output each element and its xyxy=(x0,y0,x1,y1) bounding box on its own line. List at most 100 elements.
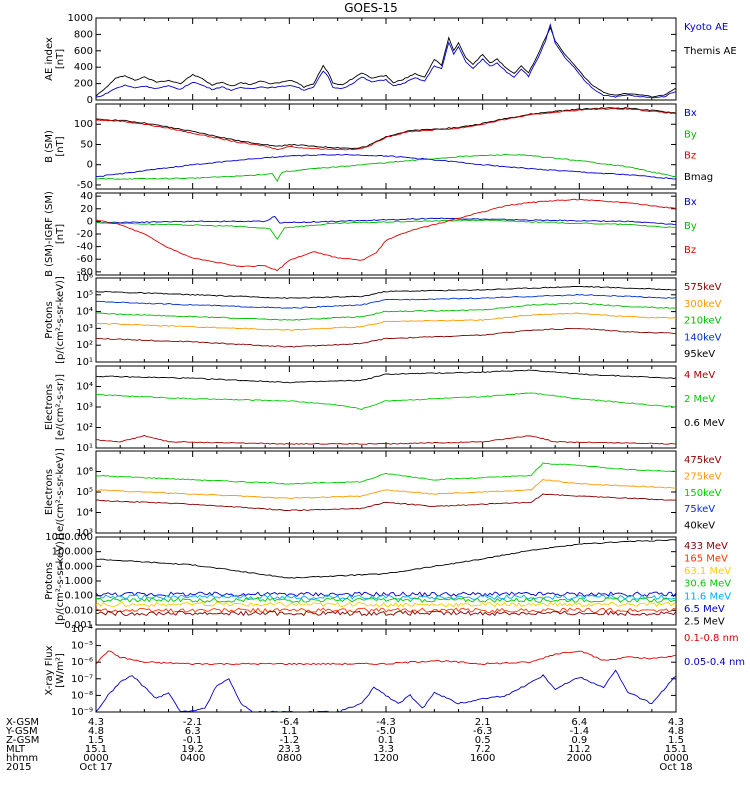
x-row-value: 1600 xyxy=(470,753,495,764)
y-tick-label: 400 xyxy=(74,62,93,73)
y-tick-label: 50 xyxy=(80,139,93,150)
x-row-value: -6.4 xyxy=(280,717,300,728)
y-axis-label: X-ray Flux xyxy=(44,645,55,695)
y-axis-label: [p/(cm²-s-sr-keV)] xyxy=(55,276,66,364)
y-axis-label: [nT] xyxy=(55,136,66,156)
y-tick-label: 0.010 xyxy=(64,605,93,616)
y-tick-label: 0 xyxy=(87,160,93,171)
legend-entry: By xyxy=(684,221,697,232)
x-row-value: 0400 xyxy=(180,753,205,764)
x-row-value: 0000 xyxy=(663,753,688,764)
y-tick-label: 10.000 xyxy=(58,561,93,572)
panel-ae: 0 200 400 600 800 1000 AE index [nT] Kyoto AE The… xyxy=(44,13,737,106)
legend-entry: 11.6 MeV xyxy=(684,591,731,602)
y-axis-label: Electrons xyxy=(44,469,55,515)
legend-entry: 4 MeV xyxy=(684,370,715,381)
y-tick-label: 10⁻⁵ xyxy=(71,641,93,652)
y-tick-label: 10³ xyxy=(76,323,93,334)
x-row-value: 15.1 xyxy=(85,744,107,755)
y-tick-label: 10⁶ xyxy=(76,273,93,284)
legend-entry: Bz xyxy=(684,245,696,256)
legend-entry: 0.1-0.8 nm xyxy=(684,633,739,644)
legend-entry: 63.1 MeV xyxy=(684,566,731,577)
series-bmag xyxy=(96,107,676,149)
series-0-05-0-4-nm xyxy=(96,669,676,712)
x-row-value: 0800 xyxy=(277,753,302,764)
x-row-value: -0.1 xyxy=(183,735,203,746)
legend-entry: Kyoto AE xyxy=(684,22,728,33)
panel-frame xyxy=(95,365,677,449)
series-300kev xyxy=(96,312,676,331)
x-row-value: 6.4 xyxy=(571,717,587,728)
y-tick-label: 10⁴ xyxy=(76,307,93,318)
legend-entry: By xyxy=(684,129,697,140)
legend-entry: 40keV xyxy=(684,521,715,532)
series-475kev xyxy=(96,493,676,512)
y-tick-label: 0 xyxy=(87,216,93,227)
panel-xray: 10⁻⁹ 10⁻⁸ 10⁻⁷ 10⁻⁶ 10⁻⁵ 10⁻⁴ X-ray Flux [W/m²]… xyxy=(44,624,745,718)
x-row-label: Y-GSM xyxy=(5,726,38,737)
x-row-value: 0.5 xyxy=(475,735,491,746)
series-0-1-0-8-nm xyxy=(96,650,676,666)
panel-electrons_mev: 10¹ 10² 10³ 10⁴ Electrons [e/(cm²-s-sr)] 4 MeV… xyxy=(44,365,725,454)
series-2-mev xyxy=(96,392,676,410)
legend-entry: Bmag xyxy=(684,172,713,183)
x-row-value: Oct 18 xyxy=(659,762,692,773)
y-tick-label: 10⁵ xyxy=(76,290,93,301)
panel-frame xyxy=(95,628,677,713)
x-row-value: 4.3 xyxy=(88,717,104,728)
panel-protons: 10¹ 10² 10³ 10⁴ 10⁵ 10⁶ Protons [p/(cm²-s-sr-ke… xyxy=(44,273,722,368)
series-themis-ae xyxy=(96,26,676,98)
panel-frame xyxy=(95,450,677,534)
panel-bsm: -50 0 50 100 B (SM) [nT] Bx By Bz Bmag xyxy=(44,103,713,191)
series-bz xyxy=(96,107,676,151)
y-tick-label: 0.001 xyxy=(64,620,93,631)
y-axis-label: [e/(cm²-s-sr-keV)] xyxy=(55,448,66,536)
y-tick-label: 0.100 xyxy=(64,591,93,602)
legend-entry: Bx xyxy=(684,108,697,119)
x-row-value: -5.0 xyxy=(376,726,396,737)
series-140kev xyxy=(96,293,676,309)
y-tick-label: 10⁴ xyxy=(76,508,93,519)
y-tick-label: -20 xyxy=(77,229,93,240)
series-2-5-mev xyxy=(96,539,676,579)
legend-entry: 475keV xyxy=(684,455,722,466)
y-tick-label: 600 xyxy=(74,46,93,57)
y-tick-label: 10⁴ xyxy=(76,382,93,393)
x-row-value: -4.3 xyxy=(376,717,396,728)
legend-entry: 30.6 MeV xyxy=(684,579,731,590)
y-axis-label: [nT] xyxy=(55,49,66,69)
x-row-value: -6.3 xyxy=(473,726,493,737)
y-axis-label: Protons xyxy=(44,301,55,338)
series-575kev xyxy=(96,328,676,348)
y-tick-label: 10² xyxy=(76,340,93,351)
y-axis-label: AE index xyxy=(44,37,55,81)
x-row-value: 1.5 xyxy=(668,735,684,746)
x-row-value: 6.3 xyxy=(185,726,201,737)
legend-entry: Bz xyxy=(684,151,696,162)
y-tick-label: 10² xyxy=(76,423,93,434)
panel-frame xyxy=(95,192,677,276)
x-row-value: 1.5 xyxy=(88,735,104,746)
series-165-mev xyxy=(96,607,676,614)
y-tick-label: 20 xyxy=(80,204,93,215)
series-95kev xyxy=(96,285,676,299)
x-row-value: Oct 17 xyxy=(79,762,112,773)
legend-entry: 2 MeV xyxy=(684,394,715,405)
x-row-value: 19.2 xyxy=(182,744,204,755)
y-tick-label: 10⁻⁷ xyxy=(71,674,93,685)
panel-frame xyxy=(95,277,677,363)
series-by xyxy=(96,219,676,241)
series-30-6-mev xyxy=(96,597,676,603)
x-row-label: 2015 xyxy=(6,762,31,773)
series-bx xyxy=(96,215,676,226)
legend-entry: 140keV xyxy=(684,332,722,343)
legend-entry: 0.05-0.4 nm xyxy=(684,657,745,668)
y-tick-label: 10⁶ xyxy=(76,467,93,478)
x-row-value: 0.1 xyxy=(378,735,394,746)
x-row-label: hhmm xyxy=(6,753,38,764)
x-row-value: 23.3 xyxy=(278,744,300,755)
series-63-1-mev xyxy=(96,601,676,608)
x-row-value: 0.9 xyxy=(571,735,587,746)
legend-entry: 0.6 MeV xyxy=(684,418,725,429)
